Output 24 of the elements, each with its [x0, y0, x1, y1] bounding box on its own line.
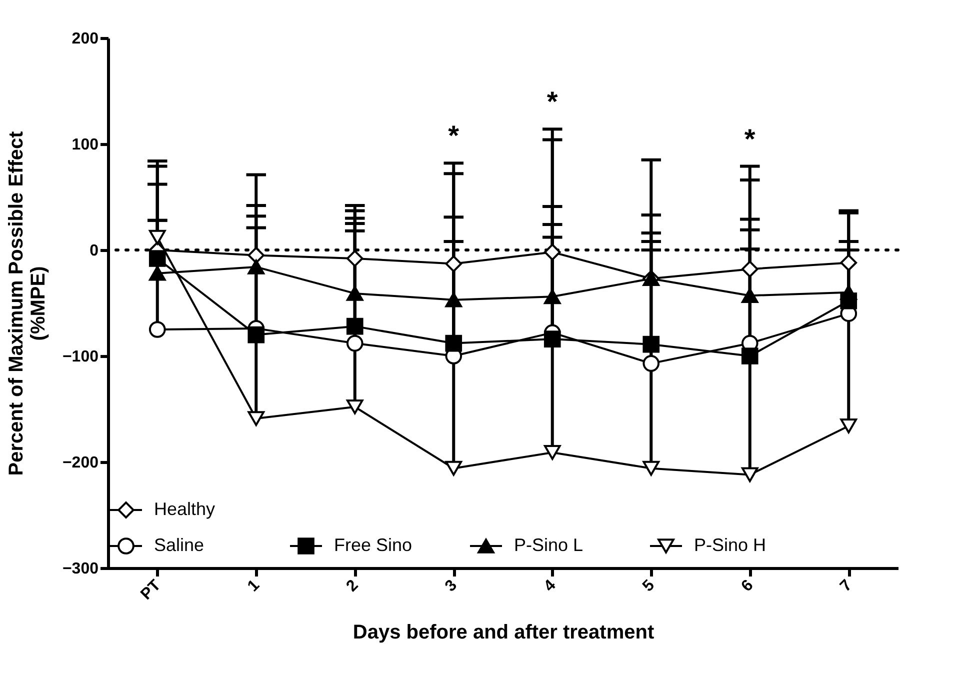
annotation: * [546, 86, 558, 118]
y-tick-label: 100 [72, 136, 99, 154]
y-tick-label: −200 [62, 454, 99, 472]
x-axis-title: Days before and after treatment [352, 622, 654, 644]
legend-label: Saline [154, 535, 204, 555]
legend-label: P-Sino L [514, 535, 584, 555]
legend-label: P-Sino H [694, 535, 766, 555]
annotation: * [448, 120, 460, 152]
x-tick-label: 1 [244, 576, 264, 596]
x-tick-label: 4 [540, 576, 560, 596]
legend-label: Healthy [154, 499, 216, 519]
x-tick-label: 2 [343, 576, 362, 596]
y-tick-label: −100 [62, 348, 99, 366]
annotation: * [744, 123, 756, 154]
x-tick-label: 7 [837, 576, 856, 596]
y-tick-label: −300 [62, 560, 99, 578]
x-tick-label: 6 [738, 576, 757, 596]
y-axis-title: Percent of Maximum Possible Effect (%MPE) [5, 130, 50, 476]
y-tick-label: 200 [72, 30, 99, 48]
x-tick-label: 3 [442, 576, 461, 596]
y-tick-label: 0 [90, 242, 99, 260]
legend-label: Free Sino [334, 535, 412, 555]
x-tick-label: PT [138, 576, 164, 604]
x-tick-label: 5 [640, 576, 658, 596]
